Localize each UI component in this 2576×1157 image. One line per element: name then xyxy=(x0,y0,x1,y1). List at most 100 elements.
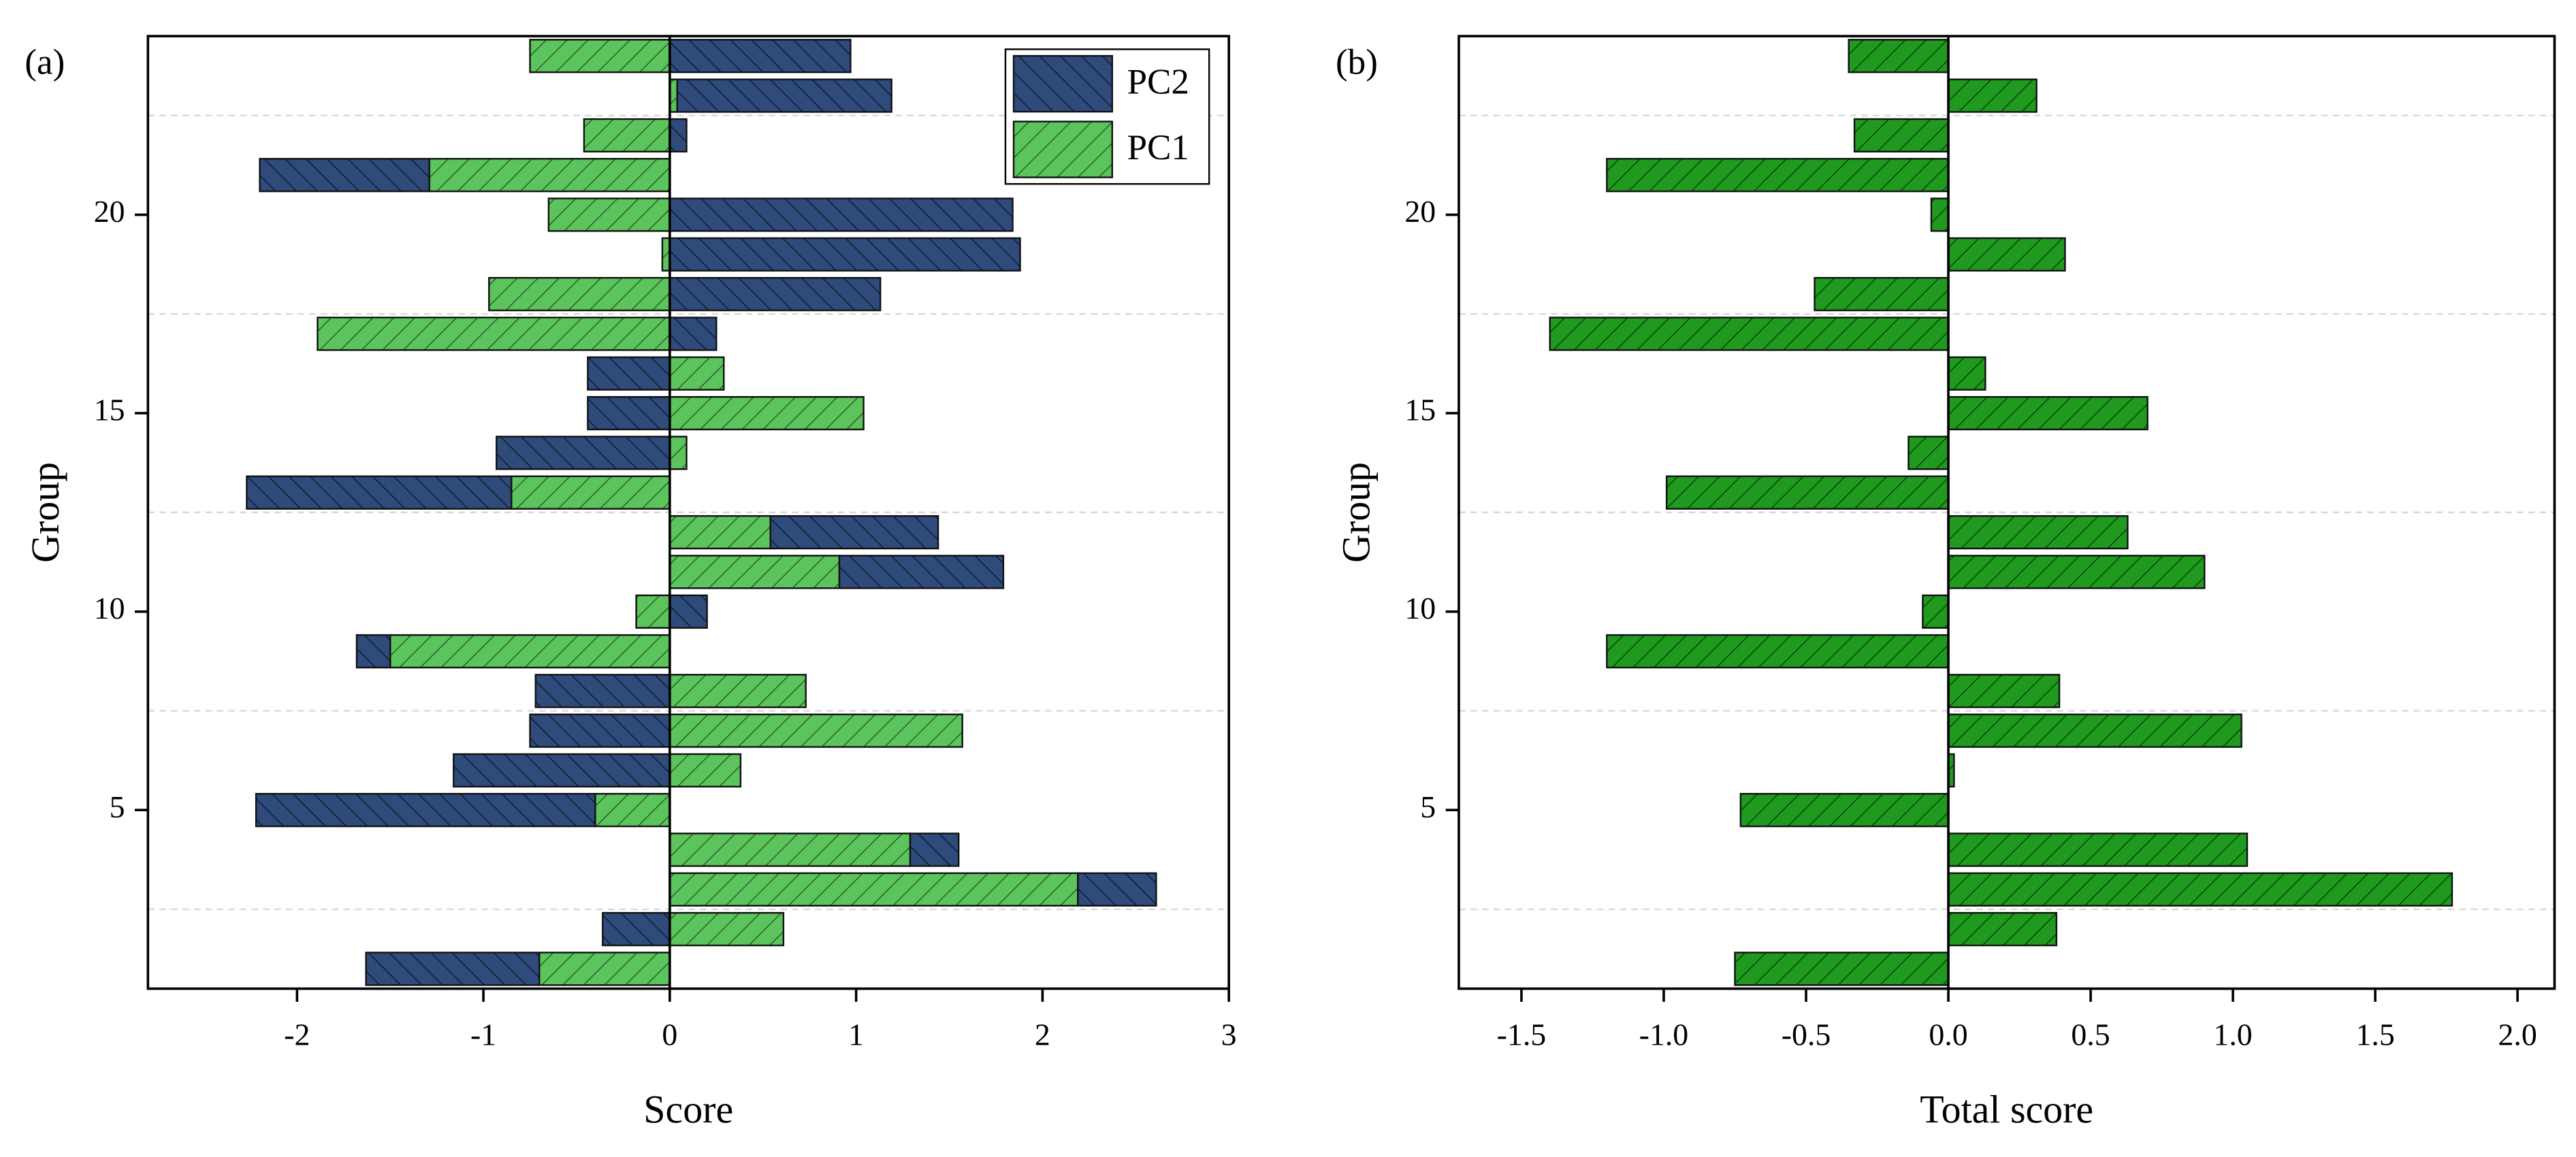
legend-label: PC1 xyxy=(1127,128,1189,167)
bar-segment xyxy=(669,713,963,748)
bar-segment xyxy=(635,594,671,629)
x-tick-label: 1 xyxy=(848,1017,864,1052)
y-tick-label: 5 xyxy=(110,789,125,824)
bar-segment xyxy=(669,912,785,947)
bar-segment xyxy=(529,39,671,74)
x-axis-label: Score xyxy=(643,1087,733,1131)
bar-segment xyxy=(259,158,430,193)
bar-segment xyxy=(669,118,688,152)
bar-segment xyxy=(838,555,1005,589)
x-tick-label: -0.5 xyxy=(1782,1017,1831,1052)
bar-segment xyxy=(587,356,671,391)
bar xyxy=(1930,197,1950,232)
x-tick-label: -1 xyxy=(470,1017,496,1052)
bar-segment xyxy=(488,277,671,312)
bar-segment xyxy=(510,475,671,510)
bar-segment xyxy=(769,515,939,550)
bar-segment xyxy=(669,832,912,867)
bar-segment xyxy=(496,436,671,470)
legend-swatch xyxy=(1012,54,1114,113)
plot-frame xyxy=(1458,35,2556,990)
bar xyxy=(1947,395,2148,431)
bar xyxy=(1947,237,2066,272)
bar xyxy=(1606,634,1950,669)
bar-segment xyxy=(453,753,671,788)
x-tick-label: -1.0 xyxy=(1639,1017,1689,1052)
bar-segment xyxy=(669,674,807,708)
x-tick-label: 0 xyxy=(662,1017,677,1052)
bar-segment xyxy=(669,753,742,788)
panel-label: (b) xyxy=(1336,43,1378,82)
bar-segment xyxy=(669,594,708,629)
bar xyxy=(1947,912,2058,947)
bar-segment xyxy=(669,872,1079,907)
bar xyxy=(1947,713,2242,748)
legend-label: PC2 xyxy=(1127,63,1189,102)
bar-segment xyxy=(534,674,671,708)
plot-frame xyxy=(146,35,1230,990)
bar-segment xyxy=(669,316,718,351)
bar-segment xyxy=(669,395,865,431)
bar xyxy=(1947,555,2206,589)
x-tick-label: 1.5 xyxy=(2355,1017,2394,1052)
bar-segment xyxy=(669,39,852,74)
y-tick-label: 20 xyxy=(94,194,125,229)
bar-segment xyxy=(1077,872,1157,907)
x-tick-label: -1.5 xyxy=(1497,1017,1547,1052)
bar xyxy=(1665,475,1950,510)
bar-segment xyxy=(587,395,671,431)
y-tick-label: 15 xyxy=(94,393,125,427)
bar-segment xyxy=(428,158,671,193)
y-tick-label: 5 xyxy=(1420,789,1436,824)
bar xyxy=(1947,674,2061,708)
bar xyxy=(1947,832,2249,867)
bar-segment xyxy=(602,912,671,947)
x-axis-label: Total score xyxy=(1920,1087,2093,1131)
bar-segment xyxy=(538,951,671,986)
bar xyxy=(1734,951,1950,986)
bar-segment xyxy=(365,951,541,986)
bar-segment xyxy=(669,555,841,589)
bar-segment xyxy=(669,436,688,470)
bar-segment xyxy=(594,793,671,828)
bar xyxy=(1739,793,1950,828)
x-tick-label: 2 xyxy=(1035,1017,1050,1052)
bar-segment xyxy=(389,634,671,669)
bar xyxy=(1947,78,2038,113)
legend-swatch xyxy=(1012,120,1114,178)
y-axis-label: Group xyxy=(1334,462,1378,563)
y-tick-label: 20 xyxy=(1404,194,1436,229)
bar-segment xyxy=(255,793,596,828)
bar-segment xyxy=(676,78,892,113)
bar-segment xyxy=(355,634,391,669)
y-tick-label: 10 xyxy=(1404,591,1436,625)
x-tick-label: 0.0 xyxy=(1929,1017,1967,1052)
bar xyxy=(1907,436,1950,470)
bar-segment xyxy=(583,118,671,152)
bar xyxy=(1947,872,2453,907)
bar-segment xyxy=(909,832,960,867)
panel-label: (a) xyxy=(25,43,65,82)
bar xyxy=(1922,594,1950,629)
bar-segment xyxy=(547,197,671,232)
x-tick-label: 3 xyxy=(1221,1017,1237,1052)
y-tick-label: 10 xyxy=(94,591,125,625)
bar-segment xyxy=(669,237,1021,272)
x-tick-label: 0.5 xyxy=(2071,1017,2110,1052)
bar xyxy=(1853,118,1950,152)
bar xyxy=(1848,39,1950,74)
bar xyxy=(1814,277,1950,312)
y-tick-label: 15 xyxy=(1404,393,1436,427)
x-tick-label: -2 xyxy=(284,1017,310,1052)
bar-segment xyxy=(246,475,513,510)
y-axis-label: Group xyxy=(23,462,67,563)
bar-segment xyxy=(669,515,771,550)
bar-segment xyxy=(529,713,671,748)
bar xyxy=(1947,356,1986,391)
bar xyxy=(1549,316,1950,351)
x-tick-label: 1.0 xyxy=(2213,1017,2252,1052)
bar xyxy=(1947,515,2129,550)
bar-segment xyxy=(317,316,671,351)
bar-segment xyxy=(669,197,1014,232)
